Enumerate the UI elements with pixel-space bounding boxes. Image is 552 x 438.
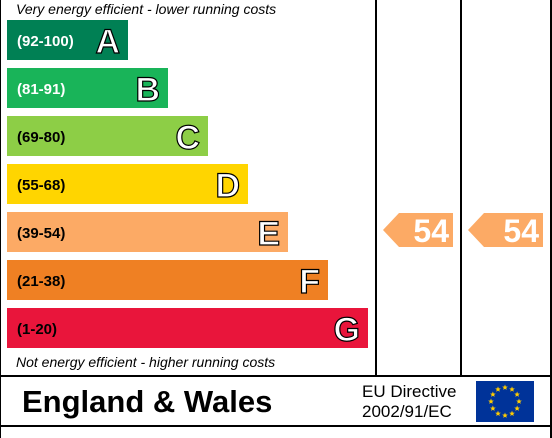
rating-value: 54: [413, 213, 449, 249]
band-f: (21-38) F: [7, 260, 328, 302]
flag-star: [514, 391, 520, 397]
rating-arrows: 54 54: [383, 213, 543, 249]
flag-star: [490, 405, 496, 411]
flag-star: [502, 412, 508, 418]
flag-star: [516, 398, 522, 404]
band-range-label: (81-91): [17, 81, 65, 98]
band-range-label: (21-38): [17, 273, 65, 290]
band-bar: [7, 20, 128, 60]
flag-star: [488, 398, 494, 404]
band-bar: [7, 116, 208, 156]
band-range-label: (92-100): [17, 33, 74, 50]
flag-star: [490, 391, 496, 397]
band-range-label: (69-80): [17, 129, 65, 146]
band-letter: A: [95, 23, 120, 61]
rating-arrow-shape: [383, 213, 453, 247]
flag-star: [509, 386, 515, 392]
band-d: (55-68) D: [7, 164, 248, 206]
flag-star: [495, 410, 501, 417]
band-range-label: (1-20): [17, 321, 57, 338]
directive-line-1: EU Directive: [362, 382, 457, 401]
band-g: (1-20) G: [7, 308, 368, 350]
band-bar: [7, 212, 288, 252]
band-a: (92-100) A: [7, 20, 128, 62]
flag-star: [495, 386, 501, 392]
band-letter: G: [334, 311, 360, 349]
eu-flag-icon: [476, 381, 534, 422]
bottom-note: Not energy efficient - higher running co…: [16, 354, 276, 370]
band-letter: B: [135, 71, 160, 109]
flag-star: [514, 405, 520, 411]
band-c: (69-80) C: [7, 116, 208, 158]
band-bars: (92-100) A (81-91) B (69-80) C (55-68) D (39-54)…: [7, 20, 368, 350]
rating-value: 54: [503, 213, 539, 249]
band-letter: E: [257, 215, 280, 253]
band-letter: F: [299, 263, 320, 301]
top-note: Very energy efficient - lower running co…: [16, 1, 277, 17]
band-bar: [7, 260, 328, 300]
directive-line-2: 2002/91/EC: [362, 402, 452, 421]
band-bar: [7, 164, 248, 204]
rating-arrow-current: 54: [383, 213, 453, 249]
rating-arrow-shape: [468, 213, 543, 247]
flag-star: [502, 384, 508, 390]
band-letter: D: [215, 167, 240, 205]
band-bar: [7, 68, 168, 108]
band-e: (39-54) E: [7, 212, 288, 254]
band-letter: C: [175, 119, 200, 157]
band-range-label: (39-54): [17, 225, 65, 242]
band-b: (81-91) B: [7, 68, 168, 110]
flag-star: [509, 410, 515, 417]
band-range-label: (55-68): [17, 177, 65, 194]
band-bar: [7, 308, 368, 348]
rating-arrow-potential: 54: [468, 213, 543, 249]
region-title: England & Wales: [22, 384, 273, 419]
